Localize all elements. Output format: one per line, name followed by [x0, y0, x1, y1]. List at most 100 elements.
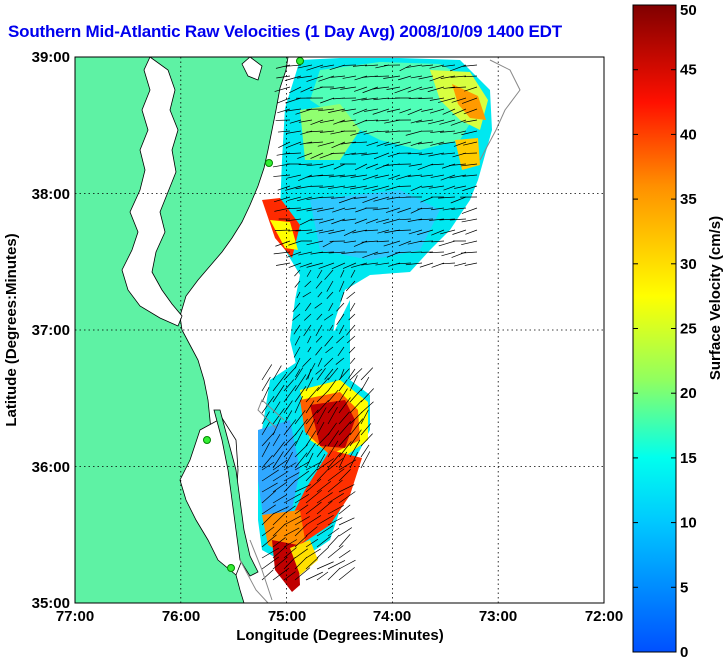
velocity-arrow [421, 64, 434, 67]
velocity-arrow [338, 324, 345, 335]
velocity-arrow [287, 207, 302, 210]
velocity-arrow [376, 218, 390, 223]
velocity-arrow [272, 433, 281, 447]
velocity-arrow [375, 262, 390, 266]
velocity-arrow [365, 163, 379, 169]
velocity-arrow [460, 251, 478, 254]
velocity-arrow [443, 185, 456, 191]
velocity-arrow [349, 429, 362, 447]
velocity-arrow [305, 526, 318, 537]
velocity-arrow [283, 547, 297, 559]
velocity-arrow [327, 468, 345, 482]
velocity-arrow [261, 569, 274, 581]
velocity-arrow [319, 185, 335, 189]
velocity-arrow [336, 302, 345, 312]
velocity-arrow [328, 108, 346, 113]
velocity-arrow [408, 229, 423, 235]
velocity-arrow [318, 218, 335, 224]
velocity-arrow [375, 163, 390, 170]
velocity-arrow [272, 471, 289, 482]
colorbar-label: Surface Velocity (cm/s) [707, 216, 724, 380]
velocity-arrow [316, 514, 334, 526]
velocity-arrow [316, 444, 327, 458]
velocity-arrow [407, 86, 423, 93]
velocity-arrow [363, 130, 379, 135]
velocity-arrow [429, 108, 445, 114]
velocity-arrow [394, 141, 412, 147]
velocity-arrow [439, 218, 456, 221]
velocity-arrow [462, 185, 478, 192]
velocity-arrow [386, 86, 401, 90]
velocity-arrow [465, 229, 478, 235]
velocity-arrow [261, 431, 276, 447]
velocity-arrow [272, 163, 291, 168]
velocity-arrow [333, 119, 346, 125]
velocity-arrow [287, 196, 302, 201]
velocity-arrow [363, 185, 379, 190]
velocity-arrow [352, 64, 368, 67]
velocity-arrow [316, 561, 334, 570]
velocity-arrow [349, 411, 363, 425]
velocity-arrow [394, 229, 412, 232]
velocity-arrow [302, 291, 312, 298]
velocity-arrow [310, 152, 324, 159]
velocity-arrow [283, 515, 302, 526]
velocity-arrow [316, 421, 325, 436]
velocity-arrow [338, 491, 356, 504]
velocity-arrow [298, 251, 313, 256]
velocity-arrow [383, 218, 401, 225]
velocity-arrow [327, 479, 343, 493]
velocity-arrow [315, 335, 323, 343]
velocity-arrow [418, 218, 434, 221]
colorbar-tick-label: 50 [680, 2, 697, 19]
velocity-arrow [366, 141, 379, 147]
velocity-arrow [318, 262, 335, 269]
velocity-arrow [317, 357, 323, 367]
velocity-arrow [360, 401, 374, 414]
velocity-arrow [338, 517, 355, 526]
velocity-arrow [277, 108, 291, 114]
velocity-arrow [285, 97, 302, 104]
velocity-arrow [283, 379, 295, 392]
velocity-arrow [314, 302, 323, 309]
velocity-arrow [354, 75, 368, 81]
velocity-arrow [418, 97, 434, 100]
velocity-arrow [327, 389, 339, 403]
velocity-arrow [275, 240, 291, 247]
velocity-arrow [283, 571, 296, 581]
velocity-arrow [305, 571, 323, 581]
velocity-arrow [283, 385, 297, 403]
velocity-arrow [327, 367, 339, 381]
x-tick-label: 74:00 [373, 608, 411, 625]
velocity-arrow [294, 418, 308, 436]
velocity-arrow [272, 373, 287, 392]
velocity-arrow [288, 86, 302, 94]
velocity-arrow [317, 291, 323, 298]
colorbar-tick-label: 40 [680, 126, 697, 143]
velocity-arrow [429, 251, 445, 254]
y-tick-label: 36:00 [32, 459, 70, 476]
velocity-arrow [272, 506, 289, 515]
velocity-arrow [315, 280, 323, 289]
station-marker [265, 159, 273, 167]
velocity-arrow [261, 461, 275, 471]
velocity-arrow [261, 482, 278, 493]
velocity-arrow [327, 401, 338, 414]
velocity-arrow [306, 75, 324, 82]
velocity-arrow [364, 108, 379, 112]
velocity-arrow [362, 196, 379, 204]
velocity-arrow [365, 64, 379, 67]
velocity-arrow [454, 185, 467, 189]
velocity-arrow [344, 207, 357, 211]
velocity-arrow [464, 75, 478, 78]
velocity-arrow [292, 302, 301, 312]
velocity-arrow [316, 367, 326, 381]
velocity-arrow [461, 240, 478, 246]
velocity-arrow [388, 174, 401, 180]
velocity-arrow [327, 406, 338, 425]
station-marker [296, 57, 304, 65]
velocity-arrow [261, 376, 271, 392]
velocity-arrow [285, 218, 302, 222]
velocity-arrow [319, 196, 335, 198]
velocity-arrow [316, 536, 331, 548]
